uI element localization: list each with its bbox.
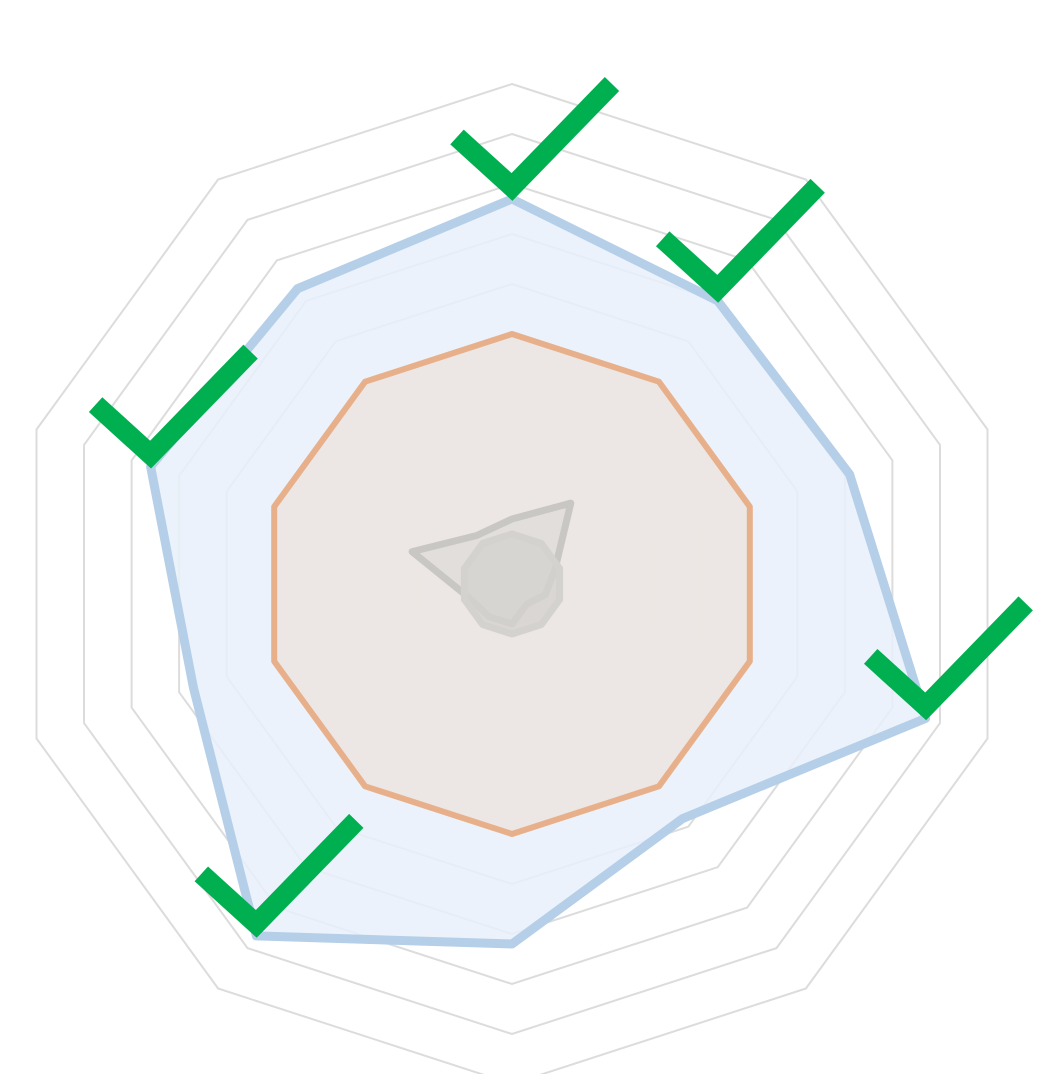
grid-ring-9 <box>35 82 989 1074</box>
check-mark-icon <box>863 596 1033 721</box>
series-4-polygon <box>460 530 564 638</box>
grid-ring-7 <box>130 182 894 986</box>
grid-ring-8 <box>83 132 941 1036</box>
check-mark-icon <box>88 344 258 469</box>
check-mark-icon <box>194 813 364 938</box>
check-mark-icon <box>450 77 620 201</box>
check-marks <box>88 77 1033 938</box>
radar-series <box>146 194 931 949</box>
check-mark-icon <box>655 178 825 303</box>
